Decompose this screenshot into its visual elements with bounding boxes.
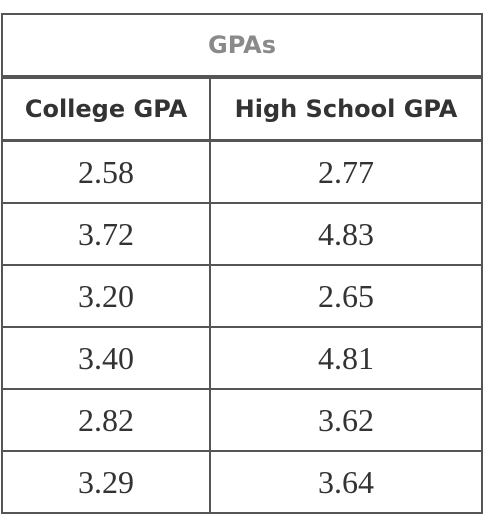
column-header-college-gpa: College GPA	[1, 76, 211, 142]
table-header-row: College GPA High School GPA	[1, 76, 484, 142]
college-gpa-cell: 3.72	[1, 202, 211, 266]
column-header-high-school-gpa: High School GPA	[208, 76, 484, 142]
table-row: 2.58 2.77	[1, 139, 484, 204]
college-gpa-cell: 2.82	[1, 388, 211, 452]
high-school-gpa-cell: 2.77	[208, 139, 484, 204]
table-row: 3.20 2.65	[1, 264, 484, 328]
high-school-gpa-cell: 4.83	[208, 202, 484, 266]
table-caption-row: GPAs	[0, 13, 484, 79]
gpa-table-container: GPAs College GPA High School GPA 2.58 2.…	[0, 13, 484, 514]
college-gpa-cell: 3.29	[1, 450, 211, 514]
high-school-gpa-cell: 4.81	[208, 326, 484, 390]
gpa-table: GPAs College GPA High School GPA 2.58 2.…	[0, 13, 484, 514]
table-row: 3.29 3.64	[1, 450, 484, 514]
table-caption: GPAs	[0, 13, 484, 79]
college-gpa-cell: 2.58	[1, 139, 211, 204]
college-gpa-cell: 3.40	[1, 326, 211, 390]
table-row: 2.82 3.62	[1, 388, 484, 452]
high-school-gpa-cell: 2.65	[208, 264, 484, 328]
table-row: 3.72 4.83	[1, 202, 484, 266]
high-school-gpa-cell: 3.62	[208, 388, 484, 452]
high-school-gpa-cell: 3.64	[208, 450, 484, 514]
table-row: 3.40 4.81	[1, 326, 484, 390]
college-gpa-cell: 3.20	[1, 264, 211, 328]
